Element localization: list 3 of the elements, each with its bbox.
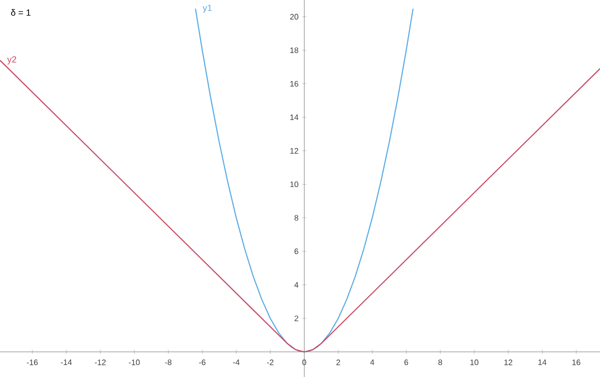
annotation: δ = 1 xyxy=(11,9,30,16)
series-label: y1 xyxy=(202,4,212,13)
series-label: y2 xyxy=(7,56,16,64)
